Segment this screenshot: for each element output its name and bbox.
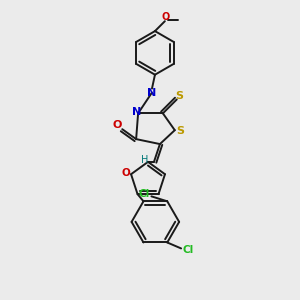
Text: Cl: Cl — [139, 189, 150, 200]
Text: S: S — [177, 126, 185, 136]
Text: S: S — [176, 91, 184, 100]
Text: H: H — [141, 155, 149, 165]
Text: O: O — [162, 12, 170, 22]
Text: Cl: Cl — [182, 245, 194, 255]
Text: N: N — [147, 88, 157, 98]
Text: O: O — [122, 168, 130, 178]
Text: O: O — [112, 120, 122, 130]
Text: N: N — [133, 107, 142, 117]
